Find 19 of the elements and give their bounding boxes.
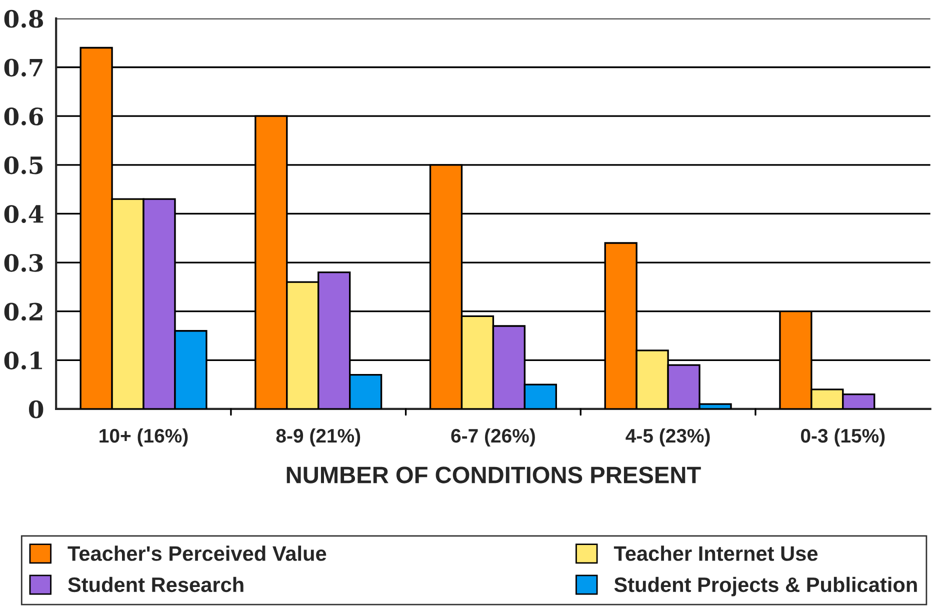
x-tick-label: 10+ (16%) [100,428,188,447]
y-tick-label: 0.4 [4,205,44,224]
x-tick-label: 6-7 (26%) [451,428,535,447]
y-tick-label: 0.6 [4,108,44,126]
y-tick-label: 0.7 [4,58,42,77]
legend-label: Student Research [68,576,244,592]
legend-label: Student Projects & Publication [614,576,917,596]
y-tick-label: 0.2 [4,302,42,321]
y-tick-label: 0.1 [4,352,42,370]
x-axis-title: NUMBER OF CONDITIONS PRESENT [286,466,701,484]
x-tick-label: 8-9 (21%) [276,428,360,447]
y-tick-label: 0.3 [4,254,43,272]
x-tick-label: 4-5 (23%) [626,428,710,447]
y-tick-label: 0.5 [4,156,43,174]
legend-label: Teacher's Perceived Value [68,546,326,561]
x-tick-label: 0-3 (15%) [800,428,885,447]
y-tick-label: 0.8 [4,10,44,28]
legend-label: Teacher Internet Use [614,546,818,561]
y-tick-label: 0 [28,400,44,418]
